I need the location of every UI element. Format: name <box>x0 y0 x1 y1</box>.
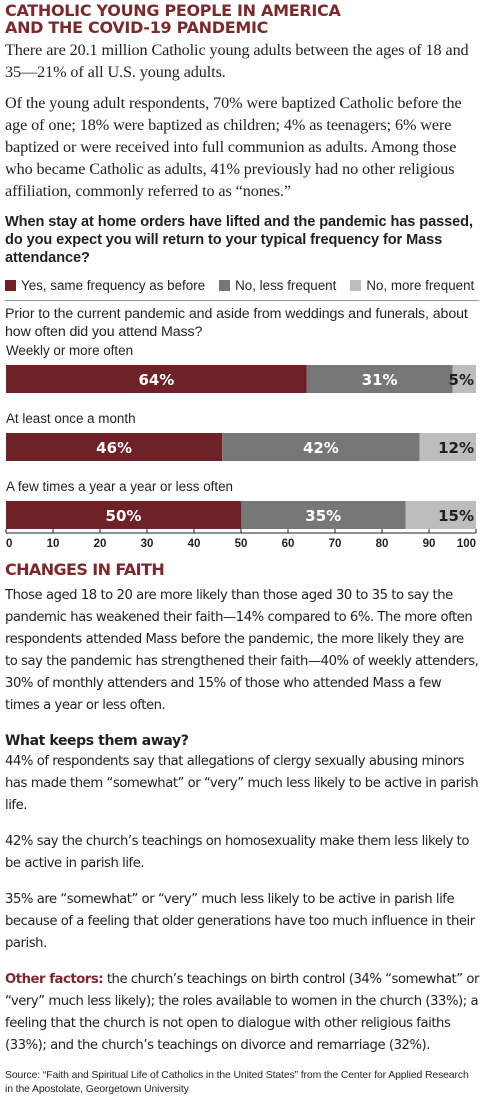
x-tick-label: 60 <box>282 538 295 547</box>
bar-segment <box>6 365 307 393</box>
bar-segment <box>241 501 406 529</box>
chart-subquestion: Prior to the current pandemic and aside … <box>5 306 468 340</box>
x-tick-label: 50 <box>235 538 248 547</box>
data-label: 64% <box>138 371 174 389</box>
bar-segment <box>6 501 241 529</box>
data-label: 46% <box>96 439 132 457</box>
bar-segment <box>419 433 476 461</box>
data-label: 31% <box>362 371 398 389</box>
survey-question: When stay at home orders have lifted and… <box>5 214 473 266</box>
other-factors-lead: Other factors: <box>5 972 104 987</box>
other-factors-text: the church’s teachings on birth control … <box>5 972 479 1053</box>
source-note: Source: “Faith and Spiritual Life of Cat… <box>5 1070 469 1095</box>
legend-divider <box>5 300 479 301</box>
keeps-away-paragraph-3: 35% are “somewhat” or “very” much less l… <box>5 892 475 951</box>
bar-segment <box>452 365 476 393</box>
x-tick-label: 70 <box>329 538 342 547</box>
other-factors-paragraph: Other factors: the church’s teachings on… <box>5 969 479 1057</box>
intro-paragraph-2: Of the young adult respondents, 70% were… <box>5 94 462 200</box>
x-tick-label: 0 <box>6 538 12 547</box>
data-label: 42% <box>303 439 339 457</box>
legend-item-less: No, less frequent <box>219 278 336 293</box>
x-tick-label: 90 <box>423 538 436 547</box>
keeps-away-paragraph-2: 42% say the church’s teachings on homose… <box>5 834 470 871</box>
legend-label-same: Yes, same frequency as before <box>21 277 206 293</box>
data-label: 50% <box>106 507 142 525</box>
data-label: 15% <box>438 507 474 525</box>
legend-label-less: No, less frequent <box>235 277 337 293</box>
bar-segment <box>306 365 453 393</box>
intro-paragraph-1: There are 20.1 million Catholic young ad… <box>5 41 469 81</box>
x-tick-label: 10 <box>47 538 60 547</box>
x-tick-label: 20 <box>94 538 107 547</box>
category-label: A few times a year a year or less often <box>6 479 233 494</box>
legend-swatch-same <box>5 279 16 291</box>
keeps-away-paragraph-1: 44% of respondents say that allegations … <box>5 754 479 813</box>
legend-item-same: Yes, same frequency as before <box>5 278 205 293</box>
legend-label-more: No, more frequent <box>366 277 475 293</box>
headline-line-2: AND THE COVID-19 PANDEMIC <box>5 18 269 37</box>
stacked-bar-chart: Weekly or more often 64% 31% 5% At least onc… <box>5 343 477 547</box>
bar-segment <box>6 433 223 461</box>
x-tick-label: 30 <box>141 538 154 547</box>
data-label: 35% <box>305 507 341 525</box>
headline: CATHOLIC YOUNG PEOPLE IN AMERICA AND THE… <box>5 2 479 36</box>
infographic: CATHOLIC YOUNG PEOPLE IN AMERICA AND THE… <box>5 0 479 1097</box>
bar-segment <box>222 433 420 461</box>
category-label: At least once a month <box>6 411 136 426</box>
legend-swatch-less <box>219 279 231 291</box>
headline-line-1: CATHOLIC YOUNG PEOPLE IN AMERICA <box>5 1 341 20</box>
keeps-away-title: What keeps them away? <box>5 733 189 749</box>
legend-swatch-more <box>350 279 362 291</box>
legend-item-more: No, more frequent <box>350 278 474 293</box>
x-tick-label: 80 <box>376 538 389 547</box>
x-tick-label: 40 <box>188 538 201 547</box>
data-label: 5% <box>449 371 474 389</box>
bar-segment <box>405 501 476 529</box>
category-label: Weekly or more often <box>6 343 133 358</box>
data-label: 12% <box>438 439 474 457</box>
changes-paragraph: Those aged 18 to 20 are more likely than… <box>5 588 479 713</box>
chart-legend: Yes, same frequency as before No, less f… <box>5 276 479 294</box>
changes-title: CHANGES IN FAITH <box>5 560 165 579</box>
x-tick-label: 100 <box>457 538 476 547</box>
